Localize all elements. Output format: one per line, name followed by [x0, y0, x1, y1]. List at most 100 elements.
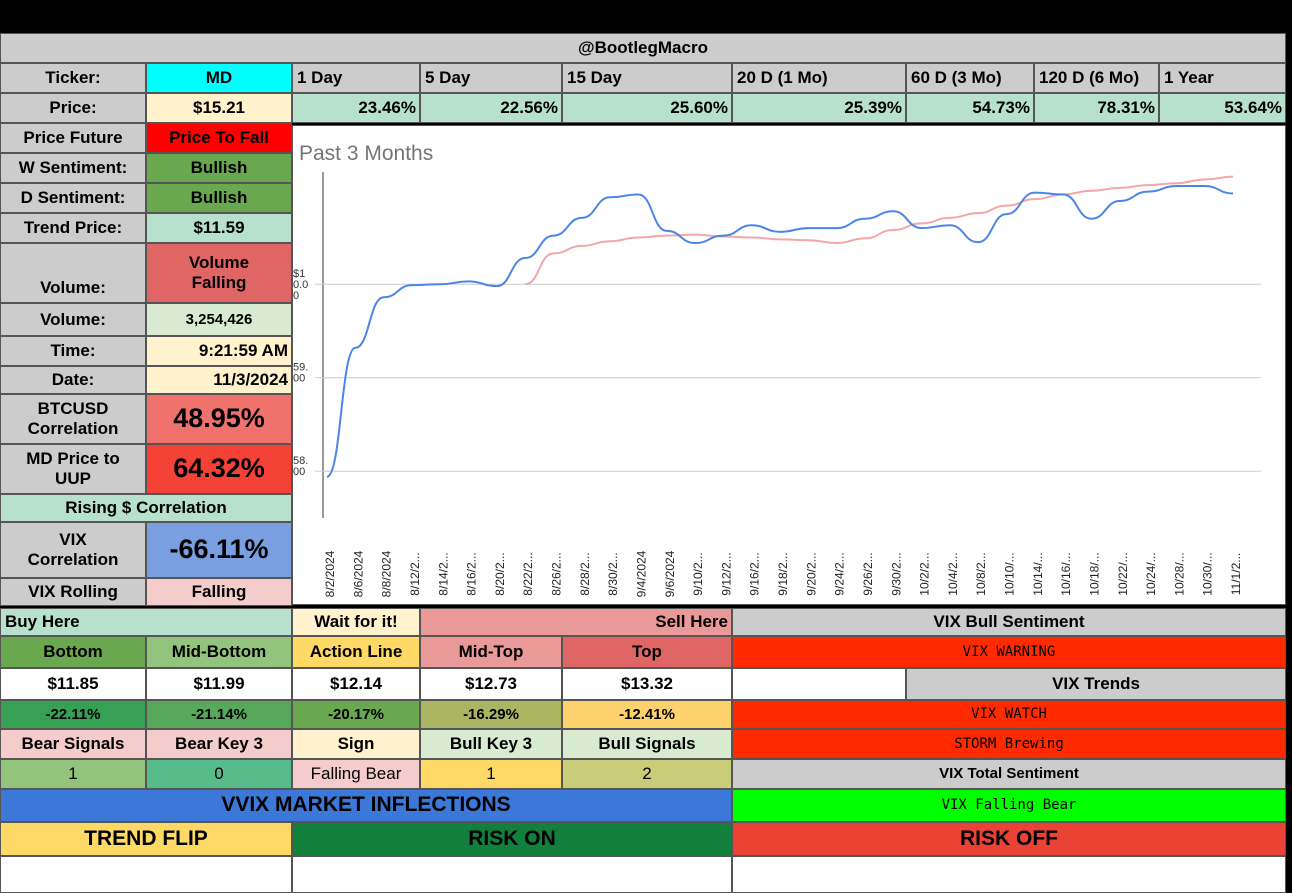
x-tick-label: 9/26/2... [861, 552, 875, 595]
x-tick-label: 9/24/2... [833, 552, 847, 595]
signal-value-bull-signals: 2 [562, 759, 732, 789]
time-value: 9:21:59 AM [146, 336, 292, 366]
trend-flip: TREND FLIP [0, 822, 292, 856]
x-tick-label: 9/18/2... [776, 552, 790, 595]
x-tick-label: 10/28/... [1172, 552, 1186, 595]
x-tick-label: 8/20/2... [493, 552, 507, 595]
level-pct-mid-top: -16.29% [420, 700, 562, 729]
level-price-top: $13.32 [562, 668, 732, 700]
change-60d: 54.73% [906, 93, 1034, 123]
y-tick-label: 59. 00 [293, 362, 308, 385]
uup-correlation-value: 64.32% [146, 444, 292, 494]
level-header-bottom: Bottom [0, 636, 146, 668]
w-sentiment-value: Bullish [146, 153, 292, 183]
volume-value: 3,254,426 [146, 303, 292, 336]
trend-price-label: Trend Price: [0, 213, 146, 243]
date-label: Date: [0, 366, 146, 394]
x-tick-label: 8/12/2... [408, 552, 422, 595]
wait-label: Wait for it! [292, 608, 420, 636]
x-tick-label: 8/14/2... [436, 552, 450, 595]
change-15d: 25.60% [562, 93, 732, 123]
period-120d: 120 D (6 Mo) [1034, 63, 1159, 93]
rising-correlation: Rising $ Correlation [0, 494, 292, 522]
level-price-bottom: $11.85 [0, 668, 146, 700]
x-tick-label: 8/28/2... [578, 552, 592, 595]
d-sentiment-value: Bullish [146, 183, 292, 213]
level-price-mid-bottom: $11.99 [146, 668, 292, 700]
trend-series-line [524, 175, 1234, 286]
volume-trend-value: Volume Falling [146, 243, 292, 303]
risk-on-blank [292, 856, 732, 893]
period-1d: 1 Day [292, 63, 420, 93]
vix-falling-bear: VIX Falling Bear [732, 789, 1286, 822]
period-60d: 60 D (3 Mo) [906, 63, 1034, 93]
signal-header-bull-signals: Bull Signals [562, 729, 732, 759]
price-label: Price: [0, 93, 146, 123]
price-future-label: Price Future [0, 123, 146, 153]
x-tick-label: 10/22/... [1116, 552, 1130, 595]
signal-header-bear-key3: Bear Key 3 [146, 729, 292, 759]
time-label: Time: [0, 336, 146, 366]
signal-value-bear-key3: 0 [146, 759, 292, 789]
btc-correlation-value: 48.95% [146, 394, 292, 444]
y-tick-label: $1 0.0 0 [293, 268, 308, 302]
price-series-line [326, 185, 1234, 478]
vix-watch: VIX WATCH [732, 700, 1286, 729]
ticker-value[interactable]: MD [146, 63, 292, 93]
change-120d: 78.31% [1034, 93, 1159, 123]
vix-trends: VIX Trends [906, 668, 1286, 700]
level-pct-mid-bottom: -21.14% [146, 700, 292, 729]
level-header-top: Top [562, 636, 732, 668]
risk-off: RISK OFF [732, 822, 1286, 856]
x-tick-label: 9/4/2024 [634, 550, 648, 597]
x-tick-label: 8/26/2... [550, 552, 564, 595]
buy-here-label: Buy Here [0, 608, 292, 636]
x-tick-label: 10/8/2... [974, 552, 988, 595]
signal-value-bear-signals: 1 [0, 759, 146, 789]
risk-off-blank [732, 856, 1286, 893]
level-pct-action-line: -20.17% [292, 700, 420, 729]
level-header-mid-top: Mid-Top [420, 636, 562, 668]
x-tick-label: 8/8/2024 [380, 550, 394, 597]
storm-brewing: STORM Brewing [732, 729, 1286, 759]
signal-value-bull-key3: 1 [420, 759, 562, 789]
ticker-label: Ticker: [0, 63, 146, 93]
x-tick-label: 10/16/... [1059, 552, 1073, 595]
price-future-value: Price To Fall [146, 123, 292, 153]
price-value: $15.21 [146, 93, 292, 123]
x-tick-label: 9/12/2... [719, 552, 733, 595]
x-tick-label: 11/1/2... [1229, 553, 1243, 595]
signal-header-bull-key3: Bull Key 3 [420, 729, 562, 759]
level-pct-bottom: -22.11% [0, 700, 146, 729]
trend-flip-blank [0, 856, 292, 893]
x-tick-label: 10/30/... [1201, 552, 1215, 595]
risk-on: RISK ON [292, 822, 732, 856]
level-pct-top: -12.41% [562, 700, 732, 729]
x-tick-label: 9/20/2... [804, 552, 818, 595]
vix-correlation-value: -66.11% [146, 522, 292, 578]
x-tick-label: 10/2/2... [918, 552, 932, 595]
x-tick-label: 8/16/2... [465, 552, 479, 595]
change-20d: 25.39% [732, 93, 906, 123]
change-5d: 22.56% [420, 93, 562, 123]
sell-here-label: Sell Here [420, 608, 732, 636]
x-tick-label: 10/14/... [1031, 552, 1045, 595]
volume-trend-label: Volume: [0, 243, 146, 303]
vix-total-sentiment: VIX Total Sentiment [732, 759, 1286, 789]
price-chart[interactable]: Past 3 Months $1 0.0 0 59. 00 58. 00 8/2/2024 8… [292, 125, 1286, 605]
level-header-mid-bottom: Mid-Bottom [146, 636, 292, 668]
x-tick-label: 10/18/... [1087, 552, 1101, 595]
x-tick-label: 8/2/2024 [323, 550, 337, 597]
vix-bull-sentiment: VIX Bull Sentiment [732, 608, 1286, 636]
period-1y: 1 Year [1159, 63, 1286, 93]
vix-blank-cell [732, 668, 906, 700]
x-tick-label: 9/10/2... [691, 552, 705, 595]
signal-header-bear-signals: Bear Signals [0, 729, 146, 759]
date-value: 11/3/2024 [146, 366, 292, 394]
vix-correlation-label: VIX Correlation [0, 522, 146, 578]
chart-canvas: Past 3 Months $1 0.0 0 59. 00 58. 00 8/2/2024 8… [293, 142, 1261, 597]
vix-rolling-value: Falling [146, 578, 292, 606]
period-5d: 5 Day [420, 63, 562, 93]
signal-header-sign: Sign [292, 729, 420, 759]
vix-rolling-label: VIX Rolling [0, 578, 146, 606]
